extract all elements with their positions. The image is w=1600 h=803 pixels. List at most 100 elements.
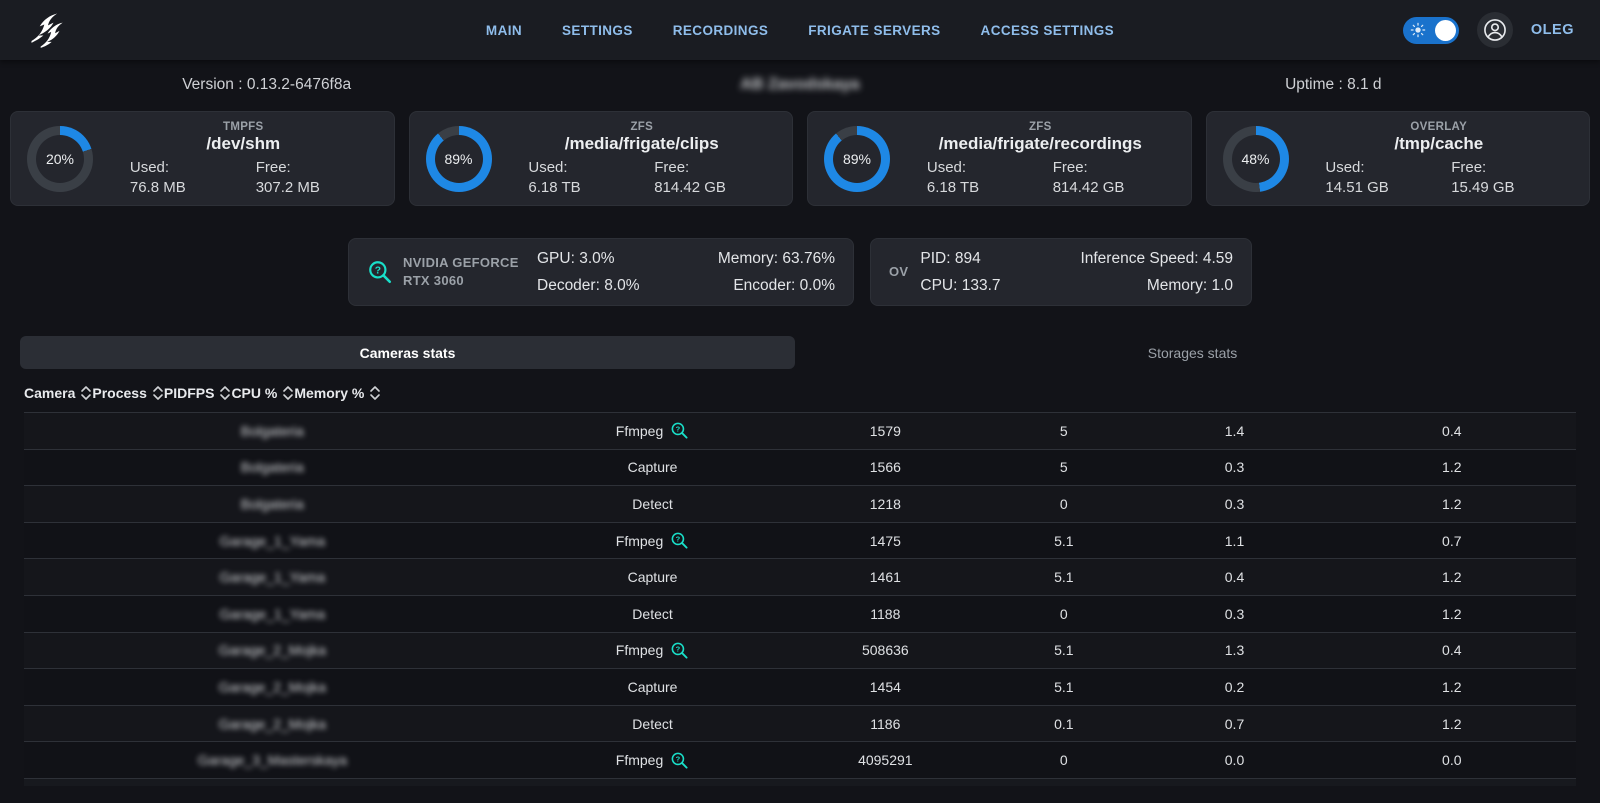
camera-name-blurred: Garage_2_Mojka (218, 678, 327, 695)
fps-value: 0 (1059, 605, 1068, 622)
sort-icon[interactable] (282, 385, 294, 401)
sort-icon[interactable] (80, 385, 92, 401)
stats-tab[interactable]: Storages stats (1147, 344, 1238, 361)
pid-value: 1218 (869, 495, 901, 512)
table-row: Garage_1_Yama Capture 1461 5.1 0.4 1.2 (24, 558, 1576, 595)
detector-cpu: CPU: 133.7 (920, 277, 1001, 294)
process-name: Capture (627, 569, 678, 586)
pid-value: 1188 (870, 605, 901, 622)
user-avatar[interactable] (1476, 12, 1513, 48)
table-row: Garage_2_Mojka Detect 1186 0.1 0.7 1.2 (24, 704, 1576, 742)
pid-value: 1566 (869, 459, 901, 476)
process-name: Detect (632, 715, 673, 732)
storage-type: OVERLAY (1410, 121, 1468, 133)
memory-value: 1.2 (1442, 569, 1462, 586)
column-header[interactable]: FPS (187, 385, 231, 401)
gpu-name: NVIDIA GEFORCE RTX 3060 (403, 255, 519, 288)
detector-inference-speed: Inference Speed: 4.59 (1080, 249, 1233, 267)
column-label: FPS (187, 385, 215, 401)
camera-name-blurred: Bolgateria (240, 495, 304, 512)
ffmpeg-inspect-icon[interactable] (670, 641, 689, 660)
used-value: 6.18 TB (926, 179, 980, 196)
memory-value: 1.2 (1442, 678, 1462, 695)
free-value: 15.49 GB (1451, 179, 1515, 196)
gpu-encoder: Encoder: 0.0% (733, 277, 835, 294)
usage-percent: 89% (842, 150, 872, 167)
process-name: Capture (627, 459, 678, 476)
sort-icon[interactable] (219, 385, 231, 401)
pid-value: 1579 (869, 422, 901, 439)
camera-name-blurred: Garage_2_Mojka (218, 642, 327, 659)
stats-tabs: Cameras stats Storages stats (20, 336, 1580, 369)
fps-value: 5.1 (1054, 678, 1074, 695)
detector-name: OV (889, 264, 909, 280)
memory-value: 0.4 (1442, 642, 1462, 659)
ffmpeg-inspect-icon[interactable] (670, 531, 689, 550)
theme-toggle[interactable] (1402, 16, 1459, 44)
detector-pid: PID: 894 (920, 249, 981, 267)
detector-memory: Memory: 1.0 (1146, 277, 1233, 294)
storage-path: /tmp/cache (1394, 134, 1484, 153)
column-header[interactable]: Camera (24, 385, 92, 401)
process-name: Detect (632, 495, 673, 512)
table-row: Garage_3_Masterskaya Ffmpeg 4095291 0 0.… (24, 741, 1576, 778)
process-name: Ffmpeg (615, 422, 664, 439)
memory-value: 1.2 (1442, 495, 1462, 512)
process-name: Ffmpeg (615, 532, 664, 549)
fps-value: 5.1 (1054, 642, 1074, 659)
nav-link[interactable]: MAIN (485, 22, 523, 38)
memory-value: 1.2 (1442, 715, 1462, 732)
storage-card: 89% ZFS /media/frigate/clips Used: Free:… (408, 111, 793, 206)
nav-link[interactable]: ACCESS SETTINGS (980, 22, 1115, 38)
fps-value: 5.1 (1054, 569, 1074, 586)
pid-value: 4095291 (858, 752, 913, 769)
storage-type: TMPFS (223, 121, 264, 133)
nav-link[interactable]: SETTINGS (562, 22, 633, 38)
storage-path: /media/frigate/clips (564, 134, 719, 153)
column-header[interactable]: CPU % (231, 385, 294, 401)
table-row: Bolgateria Detect 1218 0 0.3 1.2 (24, 485, 1576, 522)
nav-link[interactable]: RECORDINGS (672, 22, 769, 38)
used-label: Used: (926, 159, 967, 176)
column-label: Process (92, 385, 147, 401)
memory-value: 0.0 (1442, 752, 1462, 769)
storage-card: 48% OVERLAY /tmp/cache Used: Free: 14.51… (1205, 111, 1590, 206)
cpu-value: 0.4 (1224, 569, 1245, 586)
sort-icon[interactable] (369, 385, 381, 401)
frigate-logo-icon[interactable] (26, 7, 72, 53)
sun-icon (1410, 22, 1426, 38)
storage-path: /media/frigate/recordings (938, 134, 1142, 153)
stats-tab[interactable]: Cameras stats (20, 336, 795, 369)
camera-name-blurred: Bolgateria (240, 459, 304, 476)
usage-donut: 89% (824, 125, 890, 192)
cpu-value: 0.7 (1224, 715, 1245, 732)
gpu-card: NVIDIA GEFORCE RTX 3060 GPU: 3.0% Decode… (348, 238, 854, 306)
bottom-strip (24, 778, 1576, 786)
usage-donut: 20% (27, 125, 93, 192)
fps-value: 5.1 (1054, 532, 1074, 549)
gpu-decoder: Decoder: 8.0% (537, 277, 640, 294)
storage-card: 20% TMPFS /dev/shm Used: Free: 76.8 MB 3… (10, 111, 395, 206)
column-header[interactable]: PID (164, 385, 187, 401)
free-label: Free: (1052, 159, 1088, 176)
column-label: Camera (24, 385, 76, 401)
toggle-knob (1434, 19, 1456, 41)
nav-menu: MAIN SETTINGS RECORDINGS FRIGATE SERVERS… (486, 23, 1114, 38)
nav-link[interactable]: FRIGATE SERVERS (808, 22, 941, 38)
free-value: 814.42 GB (1052, 179, 1125, 196)
sort-icon[interactable] (152, 385, 164, 401)
ffmpeg-inspect-icon[interactable] (670, 751, 689, 770)
pid-value: 1461 (869, 569, 901, 586)
storage-type: ZFS (1028, 121, 1052, 133)
person-icon (1484, 19, 1506, 41)
camera-name-blurred: Bolgateria (240, 422, 304, 439)
cpu-value: 0.3 (1224, 459, 1245, 476)
inspect-icon[interactable] (367, 259, 393, 285)
fps-value: 0 (1059, 752, 1068, 769)
user-name[interactable]: OLEG (1530, 22, 1574, 38)
camera-name-blurred: Garage_1_Yama (219, 569, 326, 586)
column-header[interactable]: Process (92, 385, 163, 401)
free-value: 814.42 GB (654, 179, 726, 196)
ffmpeg-inspect-icon[interactable] (670, 421, 689, 440)
column-header[interactable]: Memory % (294, 385, 381, 401)
